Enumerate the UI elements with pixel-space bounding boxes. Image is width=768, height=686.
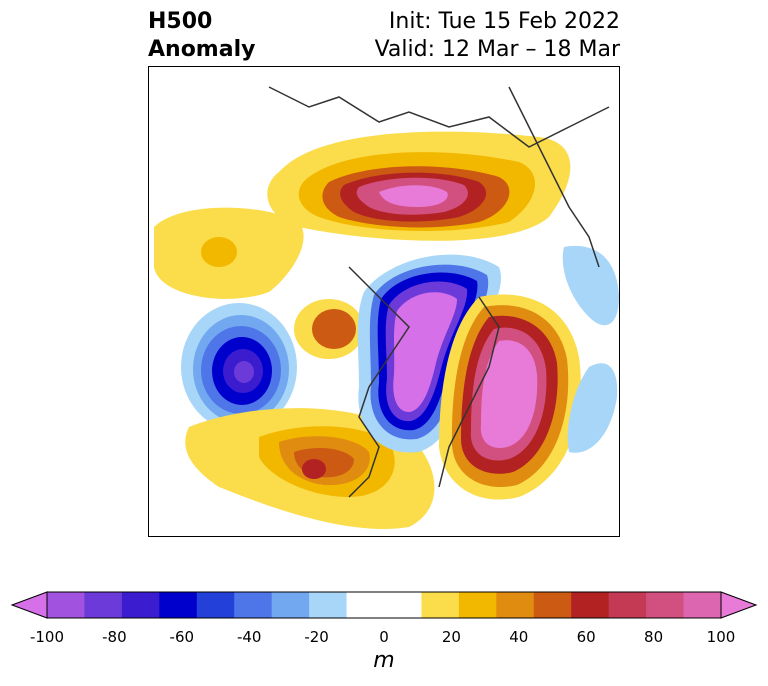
- colorbar-segment: [533, 592, 572, 618]
- colorbar-segment: [571, 592, 610, 618]
- colorbar-segment: [271, 592, 310, 618]
- colorbar-tick-label: -100: [29, 628, 65, 646]
- colorbar-segment: [496, 592, 535, 618]
- colorbar-segment: [458, 592, 497, 618]
- colorbar-segment: [159, 592, 198, 618]
- trough-central: [357, 254, 502, 453]
- title-right: Init: Tue 15 Feb 2022 Valid: 12 Mar – 18…: [375, 8, 620, 64]
- colorbar-tick-label: 60: [576, 628, 596, 646]
- colorbar-segment: [646, 592, 685, 618]
- colorbar-tick-label: -20: [304, 628, 329, 646]
- colorbar: [10, 591, 758, 619]
- colorbar-high-arrow: [720, 591, 758, 619]
- ridge-atlantic: [439, 294, 581, 500]
- units-label: m: [373, 648, 395, 673]
- colorbar-tick-label: 20: [441, 628, 461, 646]
- colorbar-tick-label: -80: [102, 628, 127, 646]
- colorbar-segment: [421, 592, 460, 618]
- anomaly-map: [154, 86, 619, 529]
- map-panel: [148, 66, 620, 537]
- ridge-north: [267, 131, 571, 241]
- colorbar-segment: [384, 592, 422, 618]
- colorbar-segment: [608, 592, 647, 618]
- colorbar-tick-label: -40: [236, 628, 262, 646]
- init-date: Init: Tue 15 Feb 2022: [388, 9, 620, 34]
- colorbar-segment: [346, 592, 385, 618]
- colorbar-tick-label: -60: [169, 628, 195, 646]
- title-type: Anomaly: [148, 37, 256, 62]
- colorbar-segment: [47, 592, 85, 618]
- colorbar-segment: [84, 592, 123, 618]
- colorbar-tick-label: 80: [644, 628, 664, 646]
- colorbar-tick-label: 0: [379, 628, 389, 646]
- colorbar-segment: [234, 592, 273, 618]
- colorbar-segments: [46, 591, 722, 619]
- ridge-southwest: [185, 408, 435, 529]
- trough-pacific: [181, 303, 297, 431]
- colorbar-low-arrow: [10, 591, 48, 619]
- colorbar-segment: [196, 592, 235, 618]
- colorbar-segment: [121, 592, 160, 618]
- colorbar-tick-label: 100: [706, 628, 736, 646]
- colorbar-segment: [683, 592, 722, 618]
- colorbar-segment: [309, 592, 348, 618]
- coastlines: [268, 86, 610, 498]
- colorbar-tick-label: 40: [509, 628, 529, 646]
- valid-range: Valid: 12 Mar – 18 Mar: [374, 37, 620, 62]
- title-left: H500 Anomaly: [148, 8, 255, 64]
- title-variable: H500: [148, 9, 213, 34]
